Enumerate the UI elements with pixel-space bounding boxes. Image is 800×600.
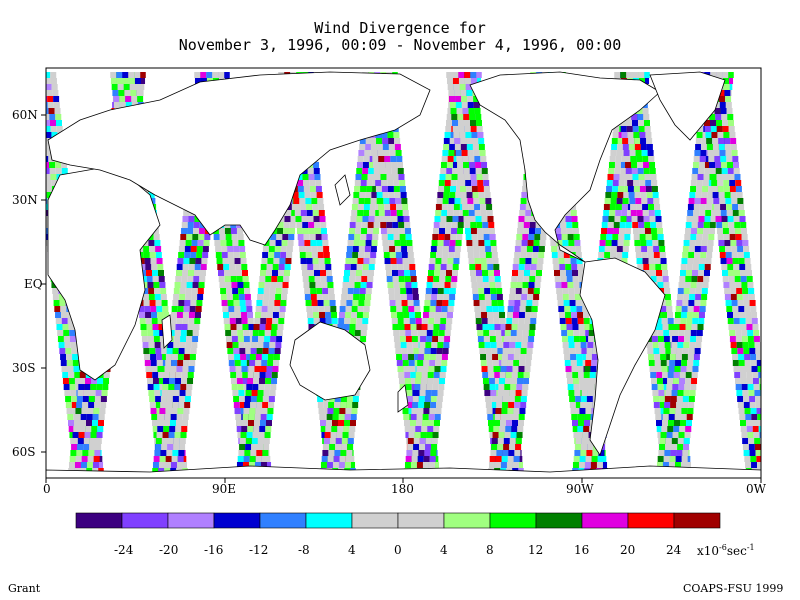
footer-author: Grant [8, 582, 41, 595]
lon-label-0: 0 [43, 482, 51, 496]
antarctica [46, 465, 761, 478]
legend-units: x10-6sec-1 [697, 543, 755, 558]
legend-tick-9: 8 [486, 543, 494, 557]
greenland [649, 71, 726, 141]
japan [334, 174, 351, 206]
madagascar [161, 314, 173, 349]
lat-label-30n: 30N [12, 193, 38, 207]
legend-tick-1: -24 [114, 543, 134, 557]
legend-tick-7: 0 [394, 543, 402, 557]
legend-tick-12: 20 [620, 543, 636, 557]
south-america [579, 257, 666, 456]
lon-ticks [45, 478, 762, 483]
lon-label-180: 180 [391, 482, 414, 496]
legend-tick-2: -20 [159, 543, 179, 557]
lat-ticks [41, 114, 46, 453]
legend-tick-10: 12 [528, 543, 544, 557]
footer-credit: COAPS-FSU 1999 [683, 582, 784, 595]
lon-label-90w: 90W [566, 482, 594, 496]
land-masses [46, 71, 761, 478]
lon-label-0w: 0W [746, 482, 766, 496]
lat-label-30s: 30S [12, 361, 36, 375]
africa [47, 167, 161, 381]
lat-label-60n: 60N [12, 108, 38, 122]
legend-tick-8: 4 [440, 543, 448, 557]
legend-tick-4: -12 [249, 543, 269, 557]
legend-tick-13: 24 [666, 543, 682, 557]
map-title-line1: Wind Divergence for [314, 19, 486, 37]
legend-tick-5: -8 [298, 543, 310, 557]
lon-label-90e: 90E [212, 482, 237, 496]
legend-tick-3: -16 [204, 543, 224, 557]
new-zealand [397, 384, 409, 413]
legend-tick-6: 4 [348, 543, 356, 557]
lat-label-eq: EQ [24, 277, 43, 291]
lat-label-60s: 60S [12, 445, 36, 459]
map-title-line2: November 3, 1996, 00:09 - November 4, 19… [178, 36, 622, 54]
eurasia [47, 71, 431, 246]
australia [289, 321, 371, 401]
legend-tick-11: 16 [574, 543, 590, 557]
